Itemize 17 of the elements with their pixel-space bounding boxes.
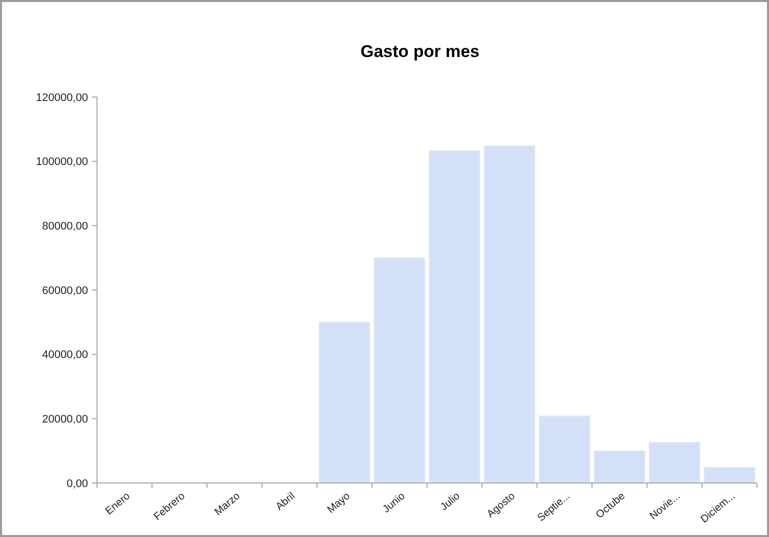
y-tick-label: 40000,00 [42, 349, 88, 362]
y-tick-label: 60000,00 [42, 284, 88, 297]
chart-title: Gasto por mes [360, 42, 480, 61]
bar [704, 467, 756, 484]
bar [374, 257, 426, 484]
bar [484, 145, 536, 484]
bar [318, 322, 370, 484]
x-tick-label: Julio [438, 490, 463, 514]
bar [648, 442, 700, 484]
y-tick-label: 120000,00 [36, 92, 88, 104]
y-tick-label: 20000,00 [42, 414, 88, 426]
y-tick-label: 0,00 [66, 478, 88, 490]
bar [538, 416, 590, 484]
y-tick-label: 100000,00 [36, 156, 88, 168]
y-tick-label: 80000,00 [42, 220, 88, 233]
bar [594, 450, 646, 484]
bar [428, 150, 480, 484]
